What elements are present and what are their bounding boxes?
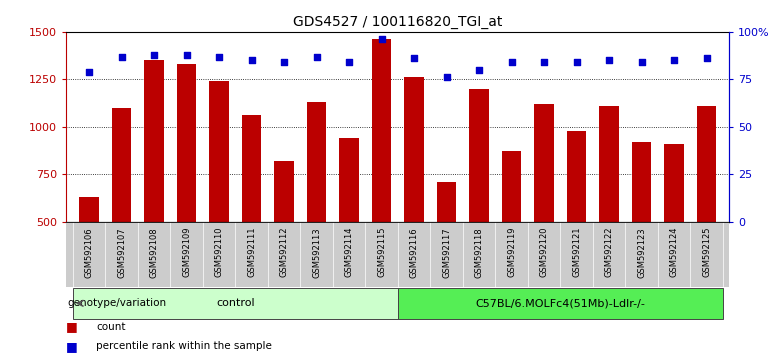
Text: GSM592112: GSM592112 — [279, 227, 289, 278]
Bar — [437, 182, 456, 316]
Text: control: control — [216, 298, 254, 308]
Point — [408, 56, 420, 61]
Title: GDS4527 / 100116820_TGI_at: GDS4527 / 100116820_TGI_at — [293, 16, 502, 29]
Text: GSM592125: GSM592125 — [702, 227, 711, 278]
Point — [441, 75, 453, 80]
Text: count: count — [96, 322, 126, 332]
Bar — [665, 144, 684, 316]
Point — [668, 57, 680, 63]
Point — [603, 57, 615, 63]
Bar — [404, 78, 424, 316]
Point — [343, 59, 356, 65]
Bar — [307, 102, 326, 316]
Text: GSM592113: GSM592113 — [312, 227, 321, 278]
Point — [636, 59, 648, 65]
Bar — [534, 104, 554, 316]
Bar — [242, 115, 261, 316]
Text: GSM592120: GSM592120 — [540, 227, 548, 278]
Text: GSM592106: GSM592106 — [84, 227, 94, 278]
Bar — [632, 142, 651, 316]
Text: percentile rank within the sample: percentile rank within the sample — [96, 341, 272, 352]
Bar — [80, 197, 99, 316]
Text: ■: ■ — [66, 340, 78, 353]
Bar — [275, 161, 294, 316]
Text: GSM592109: GSM592109 — [182, 227, 191, 278]
Point — [115, 54, 128, 59]
Text: GSM592117: GSM592117 — [442, 227, 451, 278]
Bar — [144, 60, 164, 316]
Bar — [73, 287, 398, 319]
Text: GSM592122: GSM592122 — [604, 227, 614, 278]
Text: ■: ■ — [66, 320, 78, 333]
Text: GSM592110: GSM592110 — [215, 227, 224, 278]
Text: GSM592116: GSM592116 — [410, 227, 419, 278]
Point — [538, 59, 551, 65]
Point — [570, 59, 583, 65]
Text: GSM592111: GSM592111 — [247, 227, 256, 278]
Text: GSM592121: GSM592121 — [572, 227, 581, 278]
Text: GSM592114: GSM592114 — [345, 227, 353, 278]
Point — [505, 59, 518, 65]
Bar — [470, 89, 489, 316]
Text: genotype/variation: genotype/variation — [68, 298, 167, 308]
Bar — [567, 131, 587, 316]
Text: C57BL/6.MOLFc4(51Mb)-Ldlr-/-: C57BL/6.MOLFc4(51Mb)-Ldlr-/- — [475, 298, 645, 308]
Bar — [339, 138, 359, 316]
Bar — [209, 81, 229, 316]
Point — [213, 54, 225, 59]
Point — [148, 52, 161, 57]
Bar — [372, 39, 392, 316]
Point — [278, 59, 290, 65]
Point — [473, 67, 485, 73]
Text: GSM592118: GSM592118 — [474, 227, 484, 278]
Bar — [697, 106, 716, 316]
Text: GSM592115: GSM592115 — [377, 227, 386, 278]
Text: GSM592107: GSM592107 — [117, 227, 126, 278]
Point — [83, 69, 95, 75]
Text: GSM592124: GSM592124 — [669, 227, 679, 278]
Point — [246, 57, 258, 63]
Bar — [398, 287, 723, 319]
Point — [375, 36, 388, 42]
Bar — [177, 64, 197, 316]
Text: GSM592108: GSM592108 — [150, 227, 158, 278]
Bar — [112, 108, 131, 316]
Text: GSM592123: GSM592123 — [637, 227, 646, 278]
Bar — [599, 106, 619, 316]
Point — [180, 52, 193, 57]
Text: GSM592119: GSM592119 — [507, 227, 516, 278]
Point — [700, 56, 713, 61]
Point — [310, 54, 323, 59]
Bar — [502, 152, 521, 316]
